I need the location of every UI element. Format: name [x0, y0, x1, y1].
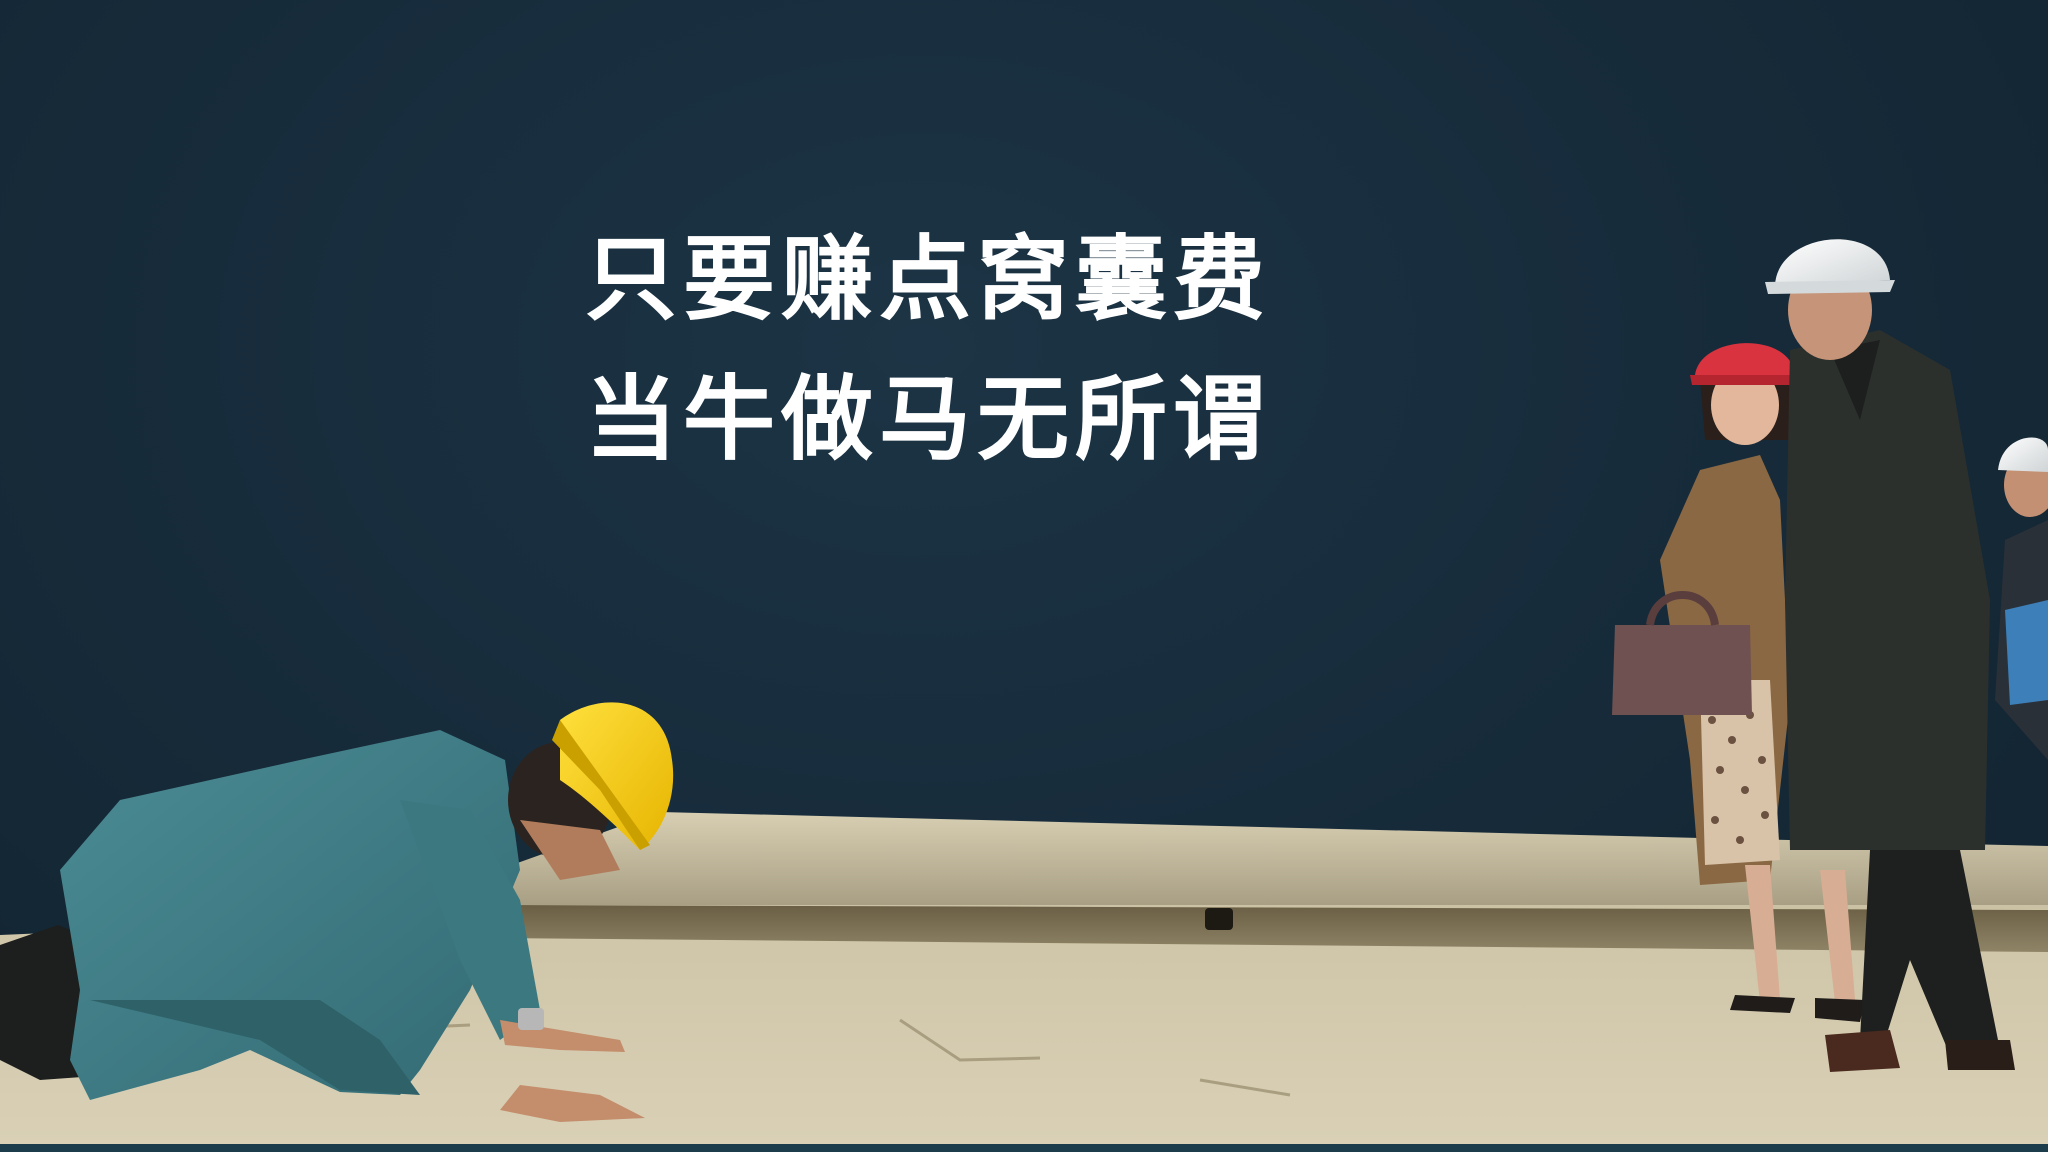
- headline: 只要赚点窝囊费 当牛做马无所谓: [585, 210, 1445, 490]
- executive-man: [1765, 239, 2015, 1072]
- kneeling-worker: [0, 702, 674, 1122]
- headline-line-1: 只要赚点窝囊费: [585, 226, 1272, 333]
- executive-woman: [1612, 343, 1865, 1022]
- third-person: [1995, 437, 2048, 760]
- bottom-strip: [0, 1144, 2048, 1152]
- headline-line-2: 当牛做马无所谓: [585, 366, 1272, 473]
